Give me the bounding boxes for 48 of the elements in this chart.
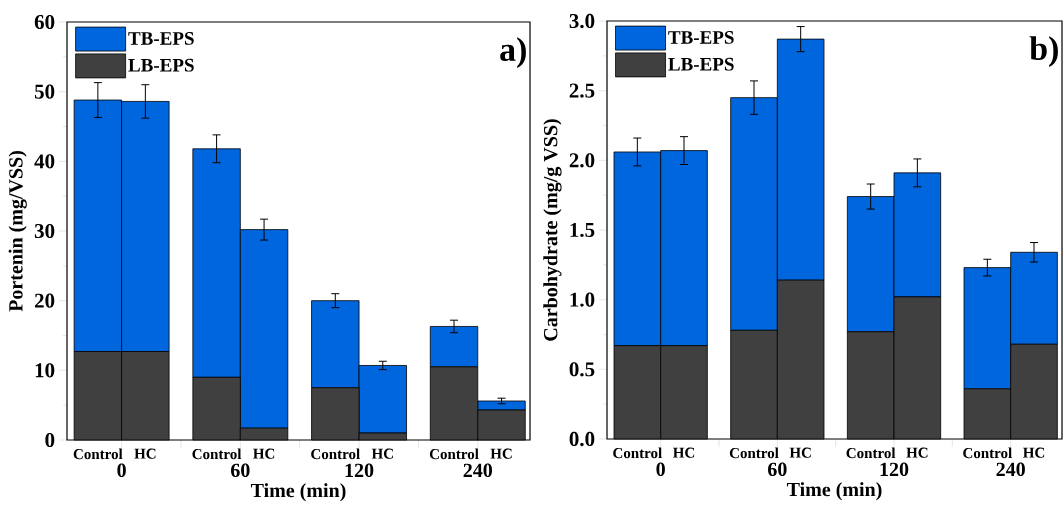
- y-tick-label: 0: [45, 432, 55, 448]
- legend-label: TB-EPS: [668, 31, 734, 44]
- text: 60: [231, 463, 250, 478]
- x-tick-label: Control: [846, 447, 896, 459]
- y-tick-label: 3.0: [569, 13, 595, 29]
- y-tick-label: 0.0: [569, 431, 595, 447]
- y-axis-title: Carbohydrate (mg/g VSS): [543, 119, 562, 341]
- x-axis-title: Time (min): [250, 483, 346, 502]
- legend-label: LB-EPS: [128, 58, 194, 72]
- x-tick-label: HC: [253, 448, 275, 459]
- y-tick-label: 0.5: [569, 362, 595, 377]
- x-tick-label: HC: [134, 448, 156, 459]
- y-tick-label: 40: [34, 154, 55, 169]
- legend-label: LB-EPS: [668, 57, 734, 71]
- x-tick-label: HC: [673, 447, 695, 458]
- text: 120: [880, 462, 909, 477]
- x-tick-label: Control: [729, 447, 779, 459]
- y-tick-label: 2.5: [569, 83, 595, 98]
- x-tick-label: HC: [1023, 447, 1045, 458]
- x-tick-label: HC: [371, 448, 393, 459]
- text: 120: [345, 463, 374, 478]
- x-tick-label: HC: [906, 447, 928, 458]
- y-tick-label: 50: [34, 84, 55, 99]
- x-tick-label: Control: [963, 447, 1012, 459]
- annotation: b): [1029, 36, 1058, 67]
- y-tick-label: 10: [35, 363, 55, 378]
- legend-label: TB-EPS: [128, 32, 194, 45]
- x-tick-label: Control: [73, 448, 123, 460]
- x-tick-label: Control: [311, 448, 360, 460]
- y-axis-title: Portenin (mg/VSS): [8, 151, 27, 312]
- x-tick-label: HC: [490, 448, 512, 459]
- x-axis-title: Time (min): [786, 482, 882, 501]
- text: 240: [996, 462, 1025, 477]
- y-tick-label: 20: [34, 293, 55, 308]
- y-tick-label: 60: [34, 14, 55, 30]
- text: 0: [117, 463, 126, 478]
- annotation: a): [500, 37, 526, 68]
- y-tick-label: 1.0: [570, 292, 595, 307]
- text: 0: [656, 462, 665, 477]
- text: 60: [768, 462, 787, 477]
- y-tick-label: 30: [34, 223, 55, 239]
- x-tick-label: Control: [429, 448, 479, 460]
- x-tick-label: HC: [789, 447, 811, 458]
- y-tick-label: 1.5: [570, 222, 595, 238]
- x-tick-label: Control: [192, 448, 242, 460]
- x-tick-label: Control: [613, 447, 662, 459]
- y-tick-label: 2.0: [569, 153, 595, 168]
- text: 240: [463, 463, 493, 478]
